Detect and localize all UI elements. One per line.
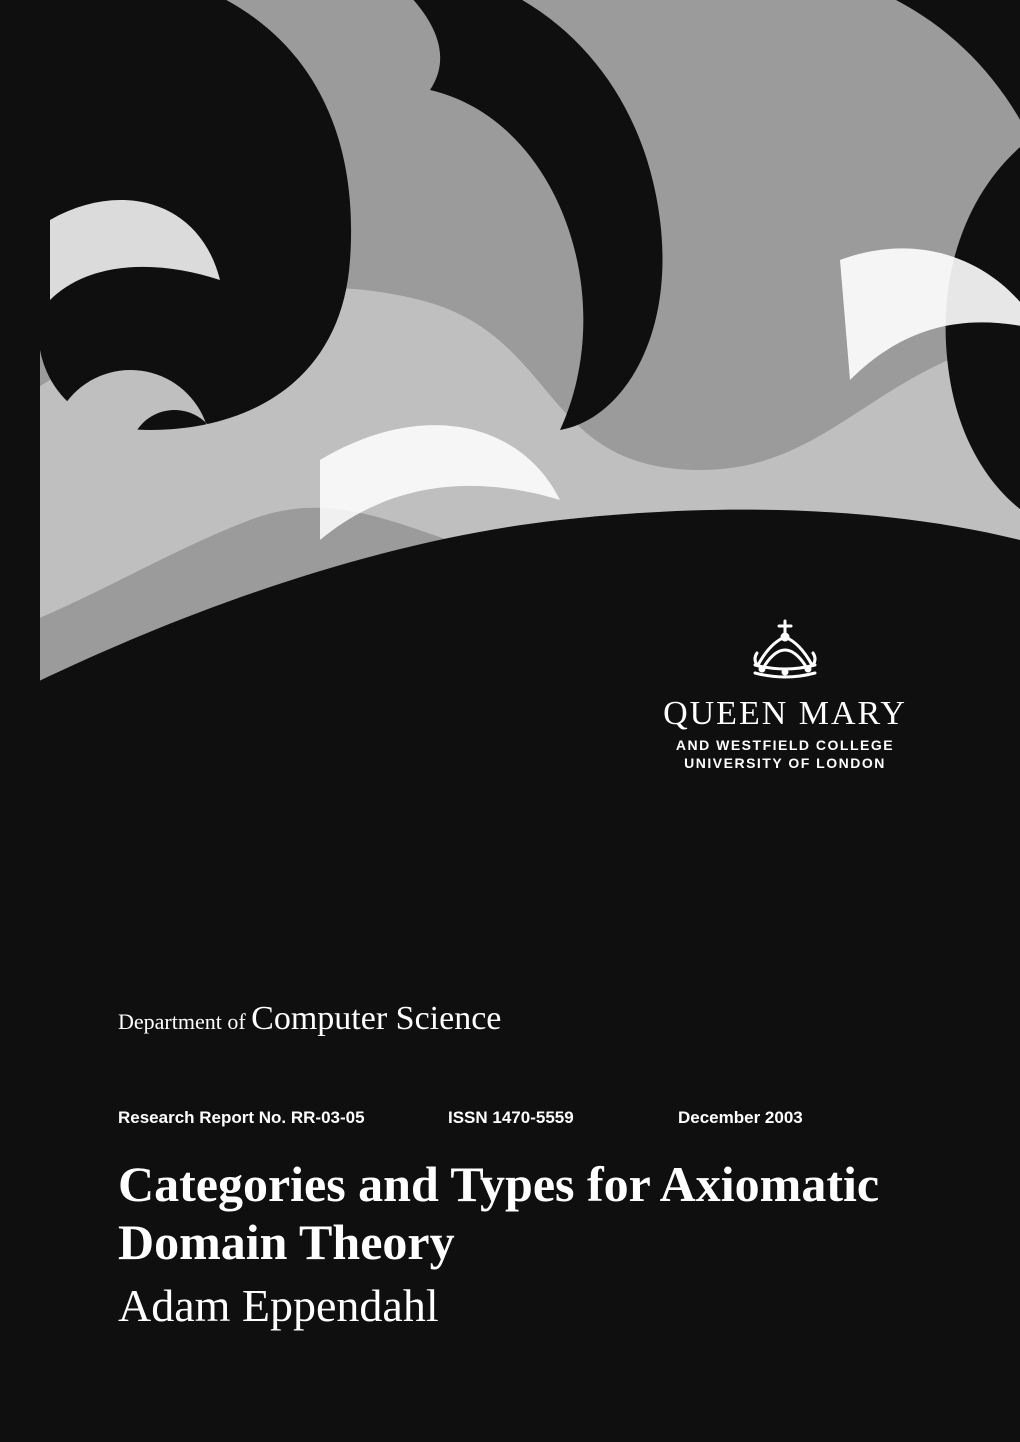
issn: ISSN 1470-5559 [448,1108,678,1128]
cover-text-block: Department of Computer Science Research … [118,1000,940,1332]
department-name: Computer Science [251,1000,501,1037]
crown-icon [740,615,830,685]
publication-date: December 2003 [678,1108,803,1128]
institution-name: QUEEN MARY [645,695,925,733]
institution-subline-2: UNIVERSITY OF LONDON [645,755,925,771]
report-number: Research Report No. RR-03-05 [118,1108,448,1128]
report-author: Adam Eppendahl [118,1279,940,1332]
department-line: Department of Computer Science [118,1000,940,1038]
institution-subline-1: AND WESTFIELD COLLEGE [645,737,925,753]
report-title: Categories and Types for Axiomatic Domai… [118,1156,940,1271]
report-cover: QUEEN MARY AND WESTFIELD COLLEGE UNIVERS… [0,0,1020,1442]
department-prefix: Department of [118,1009,246,1034]
meta-row: Research Report No. RR-03-05 ISSN 1470-5… [118,1108,940,1128]
institution-logo: QUEEN MARY AND WESTFIELD COLLEGE UNIVERS… [645,615,925,771]
decorative-swirl-art [0,0,1020,700]
